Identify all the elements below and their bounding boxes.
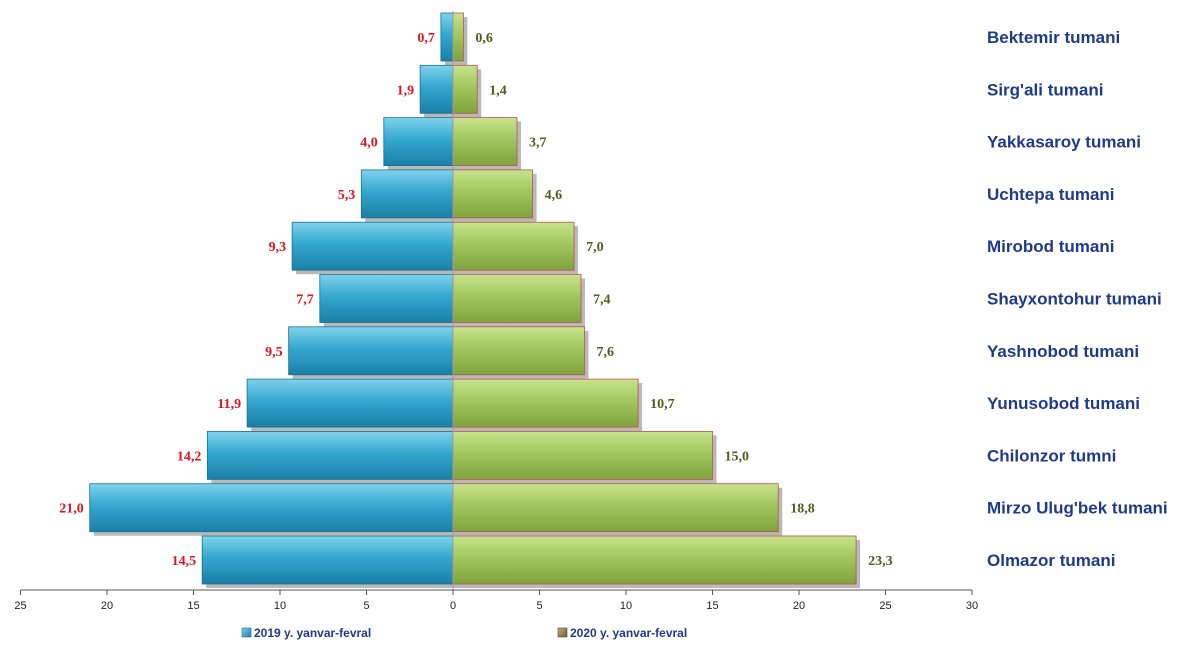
x-tick-label: 25 bbox=[879, 600, 891, 612]
x-tick-label: 10 bbox=[620, 600, 632, 612]
category-label: Yunusobod tumani bbox=[987, 394, 1140, 413]
data-label-2019: 21,0 bbox=[59, 502, 84, 517]
bar-2019 bbox=[319, 274, 454, 323]
bar-2020 bbox=[452, 169, 533, 219]
category-label: Yashnobod tumani bbox=[987, 342, 1139, 361]
x-tick-label: 10 bbox=[274, 600, 286, 612]
category-label: Sirg'ali tumani bbox=[987, 80, 1103, 99]
data-label-2020: 0,6 bbox=[475, 31, 493, 46]
data-label-2020: 18,8 bbox=[790, 502, 815, 517]
x-tick-label: 20 bbox=[793, 600, 805, 612]
category-label: Yakkasaroy tumani bbox=[987, 133, 1141, 152]
bar-2020 bbox=[452, 430, 713, 480]
bar-2020 bbox=[452, 274, 582, 323]
x-tick-label: 0 bbox=[450, 600, 456, 612]
bar-2019 bbox=[206, 430, 454, 480]
data-label-2019: 9,5 bbox=[265, 345, 283, 360]
data-label-2019: 14,2 bbox=[177, 449, 202, 464]
category-label: Bektemir tumani bbox=[987, 28, 1120, 47]
bars-layer bbox=[89, 12, 861, 588]
bar-2020 bbox=[452, 64, 478, 114]
bar-2019 bbox=[291, 221, 454, 271]
bar-2020 bbox=[452, 117, 518, 166]
category-label: Uchtepa tumani bbox=[987, 185, 1115, 204]
data-label-2020: 23,3 bbox=[868, 554, 893, 569]
data-label-2020: 1,4 bbox=[489, 83, 507, 98]
data-label-2020: 7,6 bbox=[596, 345, 614, 360]
labels-layer: 0,7 0,6 Bektemir tumani 1,9 1,4 Sirg'ali tuma… bbox=[59, 28, 1167, 570]
data-label-2020: 7,4 bbox=[593, 293, 611, 308]
data-label-2019: 0,7 bbox=[417, 31, 435, 46]
bar-2020 bbox=[452, 326, 585, 376]
bar-2019 bbox=[360, 169, 454, 219]
category-label: Mirzo Ulug'bek tumani bbox=[987, 499, 1168, 518]
bar-2020 bbox=[452, 483, 779, 533]
x-tick-label: 20 bbox=[101, 600, 113, 612]
bar-2020 bbox=[452, 12, 464, 62]
data-label-2019: 5,3 bbox=[338, 188, 356, 203]
bar-2019 bbox=[246, 378, 454, 428]
data-label-2020: 4,6 bbox=[545, 188, 563, 203]
legend-label-2020: 2020 y. yanvar-fevral bbox=[570, 626, 687, 640]
data-label-2020: 3,7 bbox=[529, 136, 547, 151]
bar-2019 bbox=[201, 535, 454, 585]
data-label-2020: 15,0 bbox=[725, 449, 750, 464]
data-label-2020: 7,0 bbox=[586, 240, 604, 255]
x-tick-label: 5 bbox=[536, 600, 542, 612]
x-tick-label: 15 bbox=[187, 600, 199, 612]
bar-2020 bbox=[452, 378, 639, 428]
x-tick-label: 5 bbox=[363, 600, 369, 612]
x-tick-label: 30 bbox=[966, 600, 978, 612]
x-tick-label: 25 bbox=[14, 600, 26, 612]
bar-2019 bbox=[383, 117, 454, 166]
legend: 2019 y. yanvar-fevral 2020 y. yanvar-fevr… bbox=[241, 626, 687, 640]
bar-2019 bbox=[440, 12, 454, 62]
data-label-2019: 9,3 bbox=[269, 240, 287, 255]
legend-label-2019: 2019 y. yanvar-fevral bbox=[254, 626, 371, 640]
data-label-2019: 1,9 bbox=[397, 83, 415, 98]
data-label-2020: 10,7 bbox=[650, 397, 675, 412]
x-tick-label: 15 bbox=[706, 600, 718, 612]
data-label-2019: 7,7 bbox=[296, 293, 314, 308]
legend-swatch-2020 bbox=[557, 627, 568, 638]
bar-2020 bbox=[452, 535, 857, 585]
data-label-2019: 4,0 bbox=[360, 136, 378, 151]
category-label: Olmazor tumani bbox=[987, 551, 1115, 570]
category-label: Mirobod tumani bbox=[987, 237, 1114, 256]
bar-2019 bbox=[419, 64, 454, 114]
data-label-2019: 11,9 bbox=[217, 397, 241, 412]
bar-2019 bbox=[288, 326, 454, 376]
category-label: Chilonzor tumni bbox=[987, 446, 1116, 465]
legend-swatch-2019 bbox=[241, 627, 252, 638]
category-label: Shayxontohur tumani bbox=[987, 290, 1162, 309]
bar-2020 bbox=[452, 221, 575, 271]
bar-2019 bbox=[89, 483, 454, 533]
x-axis: 25 20 15 10 5 0 5 10 15 20 25 30 bbox=[14, 11, 978, 612]
data-label-2019: 14,5 bbox=[172, 554, 197, 569]
